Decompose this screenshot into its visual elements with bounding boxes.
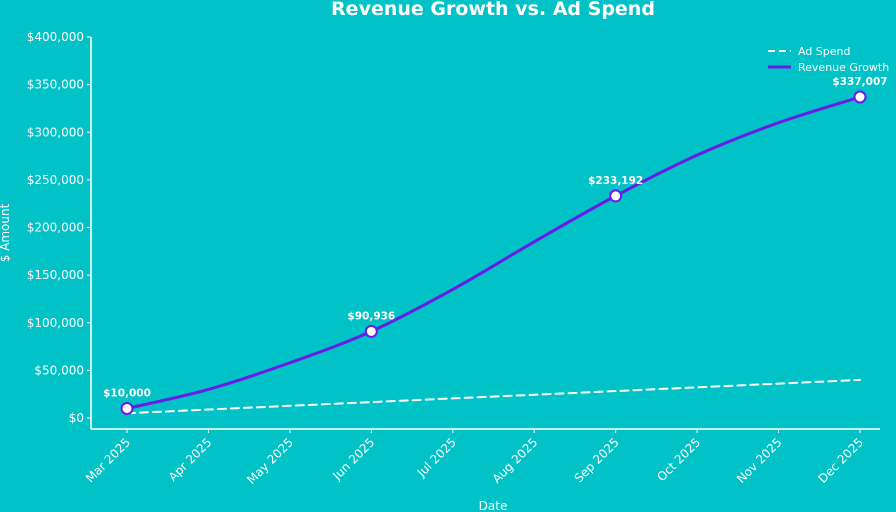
y-tick-label: $50,000 [34,363,84,377]
x-tick-label: Jun 2025 [329,435,377,483]
x-tick-label: Jul 2025 [414,435,459,480]
y-axis-ticks: $0 $50,000 $100,000 $150,000 $200,000 $250,00… [27,30,91,425]
x-tick-label: Apr 2025 [166,435,215,484]
y-tick-label: $400,000 [27,30,84,44]
x-tick-label: Mar 2025 [83,435,133,485]
revenue-growth-line [125,95,862,410]
axes [90,37,880,430]
series-layer [125,95,862,415]
data-labels-layer: $10,000 $90,936 $233,192 $337,007 [103,76,887,399]
x-axis-title: Date [479,499,508,512]
x-tick-label: Nov 2025 [734,435,785,486]
y-tick-label: $150,000 [27,268,84,282]
y-tick-label: $300,000 [27,125,84,139]
ad-spend-line [126,378,861,415]
revenue-point-marker [120,401,134,415]
y-axis-title: $ Amount [0,203,12,262]
revenue-point-marker [364,324,378,338]
y-tick-label: $100,000 [27,316,84,330]
revenue-point-marker [609,189,623,203]
x-axis-ticks: Mar 2025 Apr 2025 May 2025 Jun 2025 Jul 2025… [83,429,866,487]
x-tick-label: Oct 2025 [654,435,703,484]
y-tick-label: $350,000 [27,78,84,92]
data-label: $10,000 [103,387,151,399]
legend: Ad Spend Revenue Growth [768,45,889,74]
markers-layer [120,90,867,415]
data-label: $337,007 [832,76,887,88]
data-label: $233,192 [588,175,643,187]
x-tick-label: May 2025 [244,435,296,487]
revenue-point-marker [853,90,867,104]
y-tick-label: $250,000 [27,173,84,187]
legend-label-ad-spend: Ad Spend [798,45,851,58]
y-tick-label: $200,000 [27,221,84,235]
chart-title: Revenue Growth vs. Ad Spend [331,0,655,20]
y-tick-label: $0 [69,411,84,425]
data-label: $90,936 [347,310,395,322]
x-tick-label: Dec 2025 [816,435,867,486]
legend-label-revenue-growth: Revenue Growth [798,61,889,74]
x-tick-label: Aug 2025 [490,435,541,486]
x-tick-label: Sep 2025 [572,435,622,485]
